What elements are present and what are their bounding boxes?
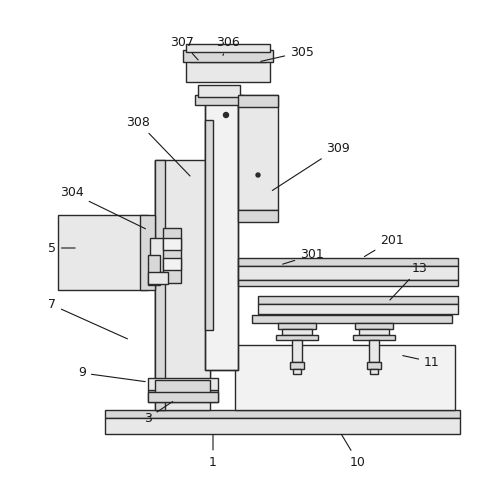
Bar [183,50,273,62]
Bar [190,56,266,62]
Text: 3: 3 [144,402,173,425]
Text: 307: 307 [170,36,198,60]
Bar [258,304,458,314]
Bar [148,255,160,285]
Text: 308: 308 [126,115,190,176]
Bar [198,85,240,97]
Bar [186,44,270,52]
Bar [370,369,378,374]
Bar [278,323,316,329]
Bar [276,335,318,340]
Bar [238,210,278,222]
Text: 13: 13 [390,262,428,300]
Text: 306: 306 [216,36,240,56]
Bar [235,345,455,410]
Bar [148,272,168,284]
Text: 10: 10 [341,434,366,468]
Bar [105,418,460,434]
Bar [238,95,278,107]
Bar [205,120,213,330]
Text: 305: 305 [261,45,314,61]
Bar [369,340,379,362]
Bar [163,258,181,270]
Bar [238,266,458,280]
Bar [150,238,170,272]
Text: 304: 304 [60,187,146,229]
Bar [140,215,155,290]
Bar [238,95,278,210]
Bar [205,100,238,370]
Bar [238,280,458,286]
Bar [367,362,381,369]
Bar [205,100,238,370]
Circle shape [256,173,260,177]
Text: 1: 1 [209,435,217,468]
Text: 7: 7 [48,299,128,339]
Text: 309: 309 [272,142,350,190]
Text: 11: 11 [403,356,440,369]
Bar [252,315,452,323]
Bar [155,380,210,400]
Bar [163,228,181,283]
Bar [155,160,210,410]
Bar [238,258,458,266]
Text: 201: 201 [364,233,404,257]
Bar [258,296,458,304]
Bar [292,340,302,362]
Bar [163,238,181,250]
Bar [282,329,312,335]
Bar [359,329,389,335]
Text: 301: 301 [283,248,324,264]
Bar [148,378,218,390]
Bar [186,60,270,82]
Bar [105,410,460,418]
Bar [155,160,165,410]
Text: 5: 5 [48,242,75,255]
Bar [353,335,395,340]
Circle shape [223,112,228,117]
Bar [148,390,218,402]
Bar [195,95,243,105]
Bar [148,392,218,402]
Bar [58,215,148,290]
Bar [293,369,301,374]
Text: 9: 9 [78,367,145,382]
Bar [355,323,393,329]
Bar [290,362,304,369]
